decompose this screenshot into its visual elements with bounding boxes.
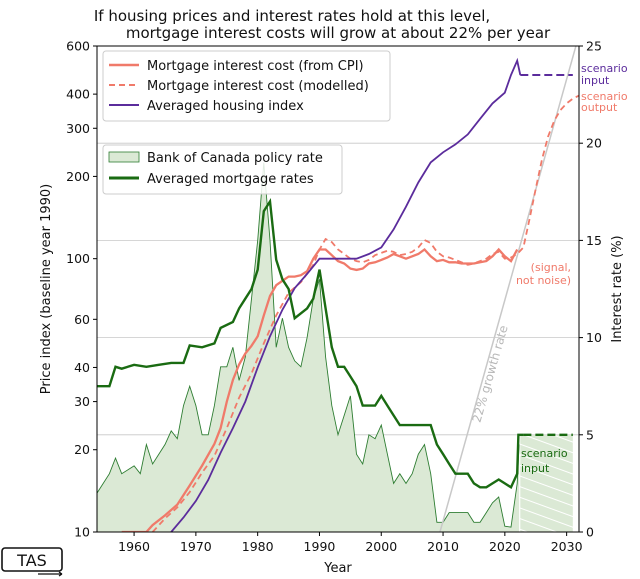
left-y-tick-label: 200 bbox=[66, 169, 90, 184]
policy-rate-line bbox=[97, 162, 520, 528]
left-y-axis: 10 20 30 40 60 100 200 300 400 600 bbox=[66, 39, 97, 540]
legend-label: Mortgage interest cost (modelled) bbox=[147, 79, 369, 94]
growth-rate-line bbox=[439, 46, 577, 532]
legend-label: Averaged mortgage rates bbox=[147, 172, 314, 187]
chart-title-line-1: If housing prices and interest rates hol… bbox=[94, 7, 490, 25]
x-tick-label: 1990 bbox=[304, 539, 336, 554]
series-layer bbox=[97, 57, 579, 532]
right-y-tick-label: 20 bbox=[586, 136, 602, 151]
chart-title-line-2: mortgage interest costs will grow at abo… bbox=[126, 24, 551, 42]
annotation-text: scenario bbox=[581, 62, 628, 75]
left-y-tick-label: 40 bbox=[74, 360, 90, 375]
legend-swatch-policy bbox=[108, 151, 140, 163]
x-tick-label: 1980 bbox=[242, 539, 274, 554]
legend-label: Mortgage interest cost (from CPI) bbox=[147, 59, 364, 74]
right-y-axis: 0 5 10 15 20 25 bbox=[579, 39, 602, 540]
legend-label: Averaged housing index bbox=[147, 99, 304, 114]
policy-rate-layer bbox=[97, 162, 573, 532]
annotation-text: not noise) bbox=[516, 274, 571, 287]
right-y-tick-label: 25 bbox=[586, 39, 602, 54]
growth-rate-label: 22% growth rate bbox=[470, 324, 511, 424]
annotation-text: input bbox=[521, 462, 550, 475]
legend-label: Bank of Canada policy rate bbox=[147, 151, 323, 166]
right-y-tick-label: 10 bbox=[586, 330, 602, 345]
right-y-tick-label: 0 bbox=[586, 525, 594, 540]
x-tick-label: 1970 bbox=[180, 539, 212, 554]
annotation-text: (signal, bbox=[531, 261, 571, 274]
left-y-tick-label: 30 bbox=[74, 394, 90, 409]
legend-top: Mortgage interest cost (from CPI) Mortga… bbox=[102, 50, 391, 122]
plot-frame bbox=[96, 45, 580, 533]
x-axis-label: Year bbox=[323, 561, 352, 576]
logo-arrow bbox=[38, 571, 63, 577]
series-mortgage-rates bbox=[97, 197, 524, 490]
legend-box bbox=[102, 144, 343, 195]
annotation-signal-note: (signal, not noise) bbox=[516, 261, 571, 287]
annotation-text: scenario bbox=[581, 90, 628, 103]
legend-mid: Bank of Canada policy rate Averaged mort… bbox=[102, 144, 343, 195]
left-y-tick-label: 10 bbox=[74, 525, 90, 540]
annotation-text: scenario bbox=[521, 447, 568, 460]
left-y-tick-label: 400 bbox=[66, 87, 90, 102]
left-y-tick-label: 60 bbox=[74, 312, 90, 327]
x-tick-label: 2000 bbox=[365, 539, 397, 554]
x-axis: 1960 1970 1980 1990 2000 2010 2020 2030 bbox=[118, 532, 583, 554]
series-modelled-cost bbox=[151, 94, 579, 532]
growth-line-layer bbox=[439, 46, 577, 532]
series-cpi-cost bbox=[121, 247, 519, 532]
annotation-scenario-output: scenario output bbox=[581, 90, 628, 114]
annotation-scenario-input-purple: scenario input bbox=[581, 62, 628, 87]
series-housing-index bbox=[170, 57, 522, 532]
right-y-tick-label: 5 bbox=[586, 427, 594, 442]
x-tick-label: 2030 bbox=[551, 539, 583, 554]
x-tick-label: 2010 bbox=[427, 539, 459, 554]
left-y-axis-label: Price index (baseline year 1990) bbox=[39, 184, 54, 395]
right-y-tick-label: 15 bbox=[586, 233, 602, 248]
tas-logo: TAS bbox=[1, 547, 63, 577]
logo-frame bbox=[1, 547, 63, 572]
logo-text: TAS bbox=[16, 551, 47, 570]
scenario-hatch bbox=[520, 434, 573, 532]
annotation-text: input bbox=[581, 74, 610, 87]
right-y-axis-label: Interest rate (%) bbox=[610, 235, 625, 342]
left-y-tick-label: 100 bbox=[66, 251, 90, 266]
x-tick-label: 2020 bbox=[489, 539, 521, 554]
annotation-scenario-input-green: scenario input bbox=[521, 447, 568, 475]
legend-box bbox=[102, 50, 391, 122]
policy-rate-area bbox=[97, 162, 520, 532]
left-y-tick-label: 300 bbox=[66, 121, 90, 136]
x-tick-label: 1960 bbox=[118, 539, 150, 554]
left-y-tick-label: 20 bbox=[74, 442, 90, 457]
left-y-tick-label: 600 bbox=[66, 39, 90, 54]
annotation-text: output bbox=[581, 101, 618, 114]
